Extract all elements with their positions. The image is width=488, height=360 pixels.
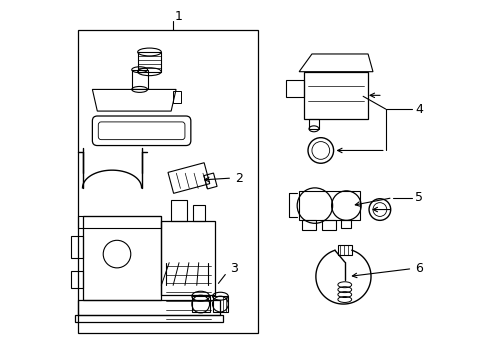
Bar bbox=[171, 200, 186, 221]
Bar bbox=[192, 204, 204, 221]
Bar bbox=[138, 52, 161, 72]
Bar bbox=[212, 296, 228, 312]
Text: 4: 4 bbox=[414, 103, 422, 116]
Bar bbox=[304, 72, 367, 119]
Bar bbox=[78, 30, 257, 333]
Bar bbox=[78, 216, 161, 228]
Bar bbox=[71, 236, 82, 258]
Bar bbox=[321, 220, 335, 230]
Bar bbox=[131, 70, 147, 89]
Bar bbox=[338, 246, 351, 255]
Text: 6: 6 bbox=[414, 262, 422, 275]
Bar bbox=[173, 91, 181, 103]
Bar bbox=[341, 220, 350, 228]
Bar bbox=[75, 315, 223, 322]
Bar bbox=[286, 80, 304, 97]
Bar bbox=[191, 296, 209, 312]
Text: 2: 2 bbox=[235, 171, 243, 185]
Bar bbox=[71, 271, 82, 288]
Bar bbox=[161, 221, 215, 295]
Bar bbox=[302, 220, 315, 230]
Bar bbox=[299, 191, 360, 220]
Bar bbox=[308, 119, 318, 129]
Text: 5: 5 bbox=[414, 191, 423, 204]
Bar bbox=[82, 216, 161, 300]
Text: 3: 3 bbox=[230, 262, 238, 275]
Text: 1: 1 bbox=[174, 10, 182, 23]
Bar bbox=[78, 300, 220, 315]
